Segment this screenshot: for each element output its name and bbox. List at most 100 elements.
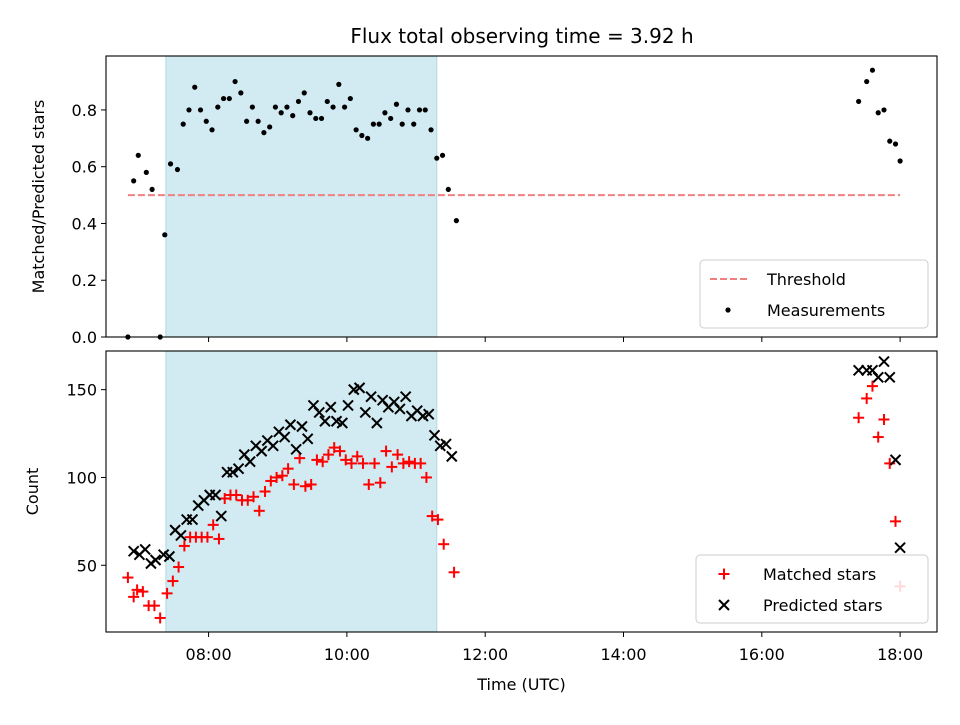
data-point bbox=[215, 510, 227, 522]
data-point bbox=[255, 118, 261, 124]
data-point bbox=[365, 135, 371, 141]
data-point bbox=[399, 121, 405, 127]
data-point bbox=[872, 431, 884, 443]
data-point-b bbox=[244, 455, 256, 468]
data-point bbox=[295, 98, 302, 105]
legend-key bbox=[725, 307, 731, 313]
data-point bbox=[230, 489, 242, 501]
y-tick-label: 0.6 bbox=[72, 158, 97, 177]
data-point bbox=[271, 471, 283, 483]
data-point bbox=[336, 417, 348, 429]
data-point-b bbox=[428, 429, 441, 442]
data-point bbox=[301, 90, 307, 96]
data-point bbox=[139, 543, 151, 556]
data-point-b bbox=[273, 426, 285, 438]
data-point bbox=[299, 480, 311, 492]
y-tick-label: 0.8 bbox=[72, 101, 97, 120]
data-point bbox=[313, 406, 325, 419]
bottom-panel-ylabel: Count bbox=[23, 468, 42, 516]
data-point bbox=[307, 110, 313, 116]
data-point bbox=[197, 107, 204, 113]
data-point bbox=[853, 412, 865, 424]
data-point bbox=[878, 355, 890, 368]
data-point bbox=[192, 84, 198, 90]
legend-box bbox=[699, 259, 929, 329]
data-point bbox=[249, 104, 255, 110]
data-point-b bbox=[359, 406, 372, 419]
data-point bbox=[294, 452, 306, 464]
data-point-b bbox=[325, 401, 337, 413]
bottom-panel-frame bbox=[105, 350, 938, 633]
data-point bbox=[131, 584, 143, 596]
data-point bbox=[161, 587, 173, 599]
data-point bbox=[351, 450, 363, 462]
data-point bbox=[884, 457, 896, 469]
data-point bbox=[319, 415, 331, 427]
data-point-b bbox=[157, 549, 170, 561]
data-point bbox=[884, 371, 896, 384]
data-point bbox=[242, 494, 254, 506]
data-point bbox=[178, 540, 190, 552]
data-point bbox=[209, 489, 222, 501]
data-point bbox=[325, 401, 337, 413]
top-panel-frame bbox=[105, 55, 938, 338]
data-point bbox=[411, 121, 417, 127]
data-point bbox=[290, 443, 302, 456]
data-point bbox=[434, 155, 440, 161]
data-point bbox=[174, 166, 181, 173]
data-point-b bbox=[394, 403, 406, 415]
data-point-b bbox=[399, 390, 412, 403]
data-point-b bbox=[878, 355, 890, 368]
data-point-b bbox=[255, 445, 268, 457]
data-point bbox=[278, 110, 284, 116]
data-point bbox=[382, 110, 388, 116]
data-point bbox=[261, 130, 267, 136]
data-point bbox=[432, 514, 444, 526]
data-point bbox=[866, 380, 878, 392]
data-point bbox=[453, 218, 459, 224]
data-point bbox=[248, 491, 260, 503]
data-point bbox=[445, 186, 451, 193]
data-point bbox=[330, 104, 336, 110]
data-point bbox=[399, 390, 412, 403]
data-point bbox=[341, 104, 348, 110]
data-point bbox=[311, 454, 323, 466]
data-point bbox=[864, 78, 870, 85]
data-point bbox=[180, 121, 186, 127]
top-panel-legend: Threshold Measurements bbox=[699, 259, 929, 329]
data-point bbox=[878, 413, 890, 425]
data-point-b bbox=[376, 394, 389, 406]
data-point-b bbox=[365, 390, 377, 403]
data-point bbox=[347, 95, 353, 102]
data-point bbox=[872, 371, 884, 384]
data-point bbox=[215, 104, 221, 110]
y-tick-label: 150 bbox=[66, 381, 97, 400]
data-point bbox=[369, 457, 381, 469]
data-point bbox=[137, 586, 149, 598]
data-point-b bbox=[261, 434, 274, 447]
data-point bbox=[359, 132, 365, 139]
data-point bbox=[186, 513, 199, 526]
data-point bbox=[253, 505, 265, 517]
data-point bbox=[422, 107, 428, 113]
data-point bbox=[154, 612, 166, 624]
legend-key bbox=[718, 599, 730, 611]
data-point-b bbox=[250, 440, 262, 452]
data-point bbox=[405, 107, 411, 113]
data-point bbox=[446, 450, 458, 463]
bottom-panel-series-matched-stars bbox=[122, 380, 906, 624]
data-point bbox=[232, 78, 238, 85]
data-point bbox=[219, 493, 231, 505]
data-point bbox=[376, 121, 382, 127]
data-point bbox=[388, 115, 394, 122]
data-point bbox=[305, 478, 317, 490]
data-point bbox=[345, 457, 357, 469]
data-point-b bbox=[371, 417, 383, 429]
data-point bbox=[143, 169, 149, 175]
bottom-panel-series-predicted-stars bbox=[127, 355, 906, 570]
data-point bbox=[393, 101, 400, 107]
data-point bbox=[135, 152, 141, 158]
data-point bbox=[415, 457, 427, 469]
chart-title: Flux total observing time = 3.92 h bbox=[350, 24, 693, 48]
x-tick-label: 14:00 bbox=[600, 645, 646, 664]
